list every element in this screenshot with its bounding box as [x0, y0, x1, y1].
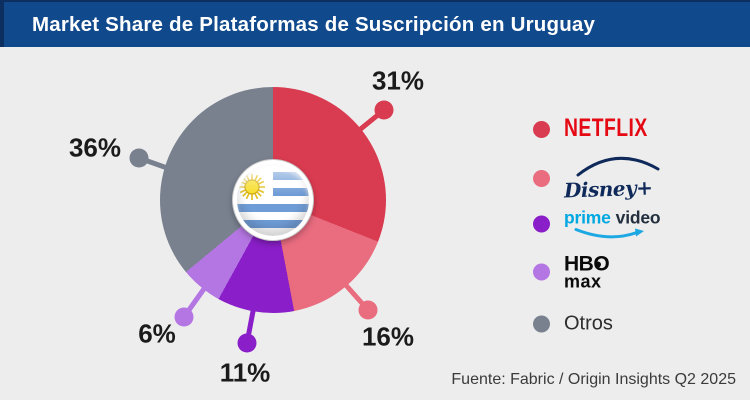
hbo-max-color-swatch: [533, 263, 550, 281]
netflix-color-swatch: [533, 120, 550, 138]
page-title: Market Share de Plataformas de Suscripci…: [32, 12, 596, 36]
netflix-logo: NETFLIX: [564, 114, 648, 142]
legend-item-hbo-max: HBO max: [533, 252, 610, 292]
leader-otros: [129, 148, 173, 172]
hbo-o-dot-icon: [595, 261, 601, 268]
slice-label-prime: 11%: [219, 357, 271, 388]
prime-word: prime: [564, 207, 611, 228]
otros-label: Otros: [564, 312, 613, 335]
prime-video-logo: prime video: [564, 207, 661, 241]
slice-label-disney: 16%: [361, 321, 415, 352]
uruguay-flag-badge: [233, 160, 313, 240]
hbo-word: HBO: [564, 252, 610, 276]
legend-item-disney: Disney+: [533, 155, 660, 203]
disney-logo: Disney+: [564, 155, 660, 203]
video-word: video: [615, 207, 661, 228]
header-bar: Market Share de Plataformas de Suscripci…: [0, 0, 750, 47]
legend-item-netflix: NETFLIX: [533, 114, 655, 142]
prime-video-color-swatch: [533, 215, 550, 233]
legend-item-otros: Otros: [533, 313, 613, 336]
disney-color-swatch: [533, 169, 550, 187]
slice-label-hbo: 6%: [138, 318, 176, 349]
badge-gloss: [237, 164, 309, 236]
disney-arc-icon: [576, 156, 660, 177]
slice-label-otros: 36%: [68, 132, 122, 163]
leader-hbo: [174, 283, 209, 327]
max-word: max: [564, 271, 602, 292]
leader-prime: [237, 303, 257, 353]
leader-disney: [341, 280, 378, 320]
otros-color-swatch: [533, 315, 550, 333]
legend-item-prime-video: prime video: [533, 207, 661, 241]
slice-label-netflix: 31%: [371, 65, 425, 96]
legend: NETFLIX Disney+ prime video: [533, 0, 743, 400]
hbo-max-logo: HBO max: [564, 252, 610, 292]
uruguay-flag: [237, 164, 309, 236]
prime-smile-icon: [574, 228, 644, 239]
source-attribution: Fuente: Fabric / Origin Insights Q2 2025: [451, 371, 736, 388]
